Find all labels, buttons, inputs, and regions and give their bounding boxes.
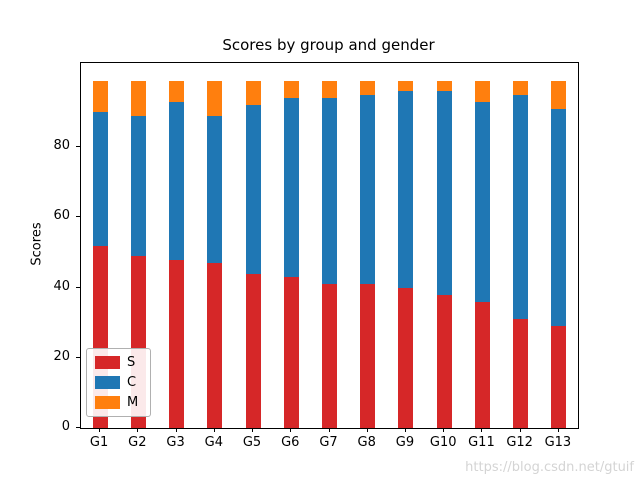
bar-segment-c-g9 [398, 91, 414, 288]
bar-segment-m-g3 [169, 80, 185, 102]
bar-segment-c-g12 [513, 94, 529, 320]
bar-segment-m-g2 [130, 80, 146, 116]
bar-segment-m-g4 [207, 80, 223, 116]
legend-swatch-s [95, 356, 120, 369]
bar-segment-c-g8 [360, 94, 376, 285]
legend-label-c: C [127, 375, 137, 390]
chart-title: Scores by group and gender [222, 36, 435, 54]
x-tick-label: G5 [242, 435, 262, 450]
bar-segment-c-g2 [130, 115, 146, 257]
x-tick-label: G8 [357, 435, 376, 450]
bar-segment-s-g8 [360, 284, 376, 428]
bar-segment-c-g3 [169, 101, 185, 260]
bar-segment-c-g4 [207, 115, 223, 264]
bar-segment-s-g9 [398, 287, 414, 428]
legend-swatch-c [95, 376, 120, 389]
x-tick-label: G12 [506, 435, 533, 450]
x-tick-label: G7 [319, 435, 338, 450]
bar-segment-s-g4 [207, 263, 223, 428]
bar-segment-s-g6 [283, 277, 299, 428]
bar-segment-s-g3 [169, 259, 185, 428]
y-tick-label: 0 [61, 419, 70, 434]
plot-area [80, 62, 579, 429]
bar-segment-m-g12 [513, 80, 529, 95]
x-tick-label: G3 [166, 435, 185, 450]
bar-segment-s-g13 [551, 326, 567, 428]
x-tick-label: G11 [468, 435, 495, 450]
legend: S C M [86, 348, 152, 417]
legend-item-s: S [95, 355, 138, 370]
bar-segment-m-g5 [245, 80, 261, 106]
legend-label-s: S [127, 355, 136, 370]
x-tick-label: G10 [429, 435, 457, 450]
watermark: https://blog.csdn.net/gtuif [465, 460, 634, 475]
bar-segment-c-g1 [92, 112, 108, 246]
y-tick-label: 20 [53, 348, 70, 364]
bar-segment-s-g10 [436, 294, 452, 428]
bar-segment-s-g11 [474, 301, 490, 428]
bar-segment-m-g1 [92, 80, 108, 113]
bar-segment-c-g5 [245, 105, 261, 274]
legend-label-m: M [127, 395, 139, 410]
bar-segment-c-g10 [436, 91, 452, 295]
bar-segment-m-g6 [283, 80, 299, 99]
bar-segment-m-g10 [436, 80, 452, 92]
y-axis-label: Scores [29, 222, 45, 266]
y-tick-label: 60 [53, 208, 70, 224]
bar-segment-c-g11 [474, 101, 490, 302]
x-tick-label: G4 [204, 435, 223, 450]
legend-swatch-m [95, 396, 120, 409]
y-tick-label: 40 [53, 278, 70, 294]
bar-segment-s-g12 [513, 319, 529, 428]
x-tick-label: G9 [395, 435, 415, 450]
bar-segment-m-g9 [398, 80, 414, 92]
bar-segment-s-g5 [245, 273, 261, 428]
bar-segment-s-g7 [322, 284, 337, 428]
legend-item-c: C [95, 375, 138, 390]
bar-segment-m-g8 [360, 80, 376, 95]
x-tick-label: G1 [89, 435, 109, 450]
x-tick-label: G13 [544, 435, 572, 450]
x-tick-label: G6 [281, 435, 300, 450]
legend-item-m: M [95, 395, 138, 410]
bar-segment-m-g11 [474, 80, 490, 102]
bar-segment-c-g7 [322, 98, 337, 285]
x-tick-label: G2 [128, 435, 147, 450]
bar-segment-m-g7 [322, 80, 337, 99]
bar-segment-c-g13 [551, 108, 567, 327]
bar-segment-c-g6 [283, 98, 299, 278]
y-tick-label: 80 [53, 138, 70, 154]
bar-segment-m-g13 [551, 80, 567, 109]
